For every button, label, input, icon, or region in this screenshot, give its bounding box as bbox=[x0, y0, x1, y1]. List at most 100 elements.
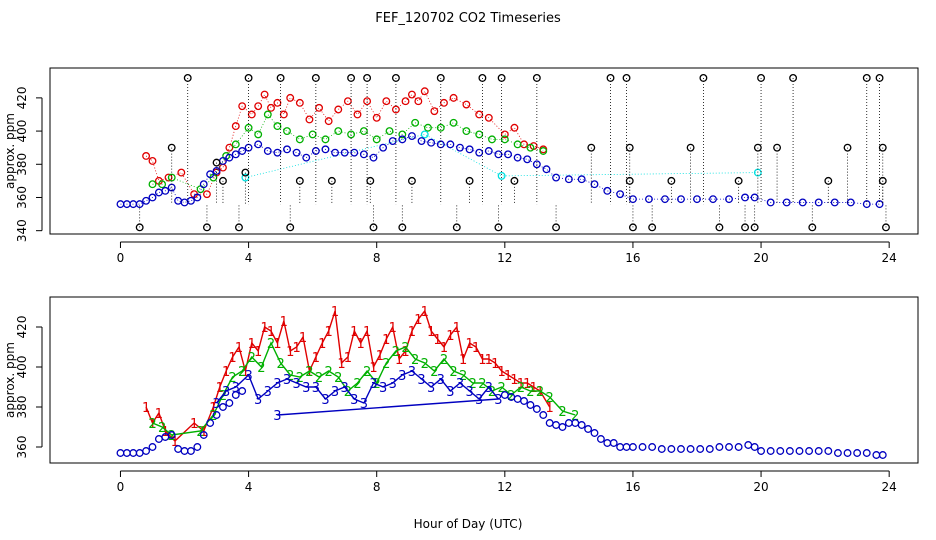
data-point-label: 3 bbox=[427, 381, 435, 396]
data-point bbox=[715, 443, 724, 451]
data-point bbox=[369, 223, 378, 232]
data-point bbox=[513, 153, 522, 162]
data-point-label: 3 bbox=[398, 369, 406, 384]
data-point-label: 2 bbox=[296, 371, 304, 386]
data-point bbox=[292, 148, 301, 157]
data-point-label: 1 bbox=[350, 325, 358, 340]
series-1: 1111111111111111111111111111111111111111… bbox=[142, 305, 554, 450]
data-point-label: 2 bbox=[267, 337, 275, 352]
data-point bbox=[363, 97, 372, 106]
data-point-label: 1 bbox=[222, 365, 230, 380]
data-point bbox=[267, 103, 275, 112]
x-tick-label: 4 bbox=[245, 251, 253, 265]
data-point-label: 1 bbox=[510, 373, 518, 388]
data-point bbox=[305, 115, 314, 124]
data-point bbox=[504, 150, 512, 159]
data-point bbox=[135, 223, 144, 232]
data-point bbox=[212, 158, 221, 167]
data-point bbox=[420, 130, 429, 139]
data-point bbox=[616, 190, 625, 199]
data-point-label: 1 bbox=[299, 331, 307, 346]
data-point bbox=[142, 152, 151, 160]
plot-frame bbox=[49, 67, 919, 235]
data-point bbox=[398, 223, 407, 232]
data-point-label: 2 bbox=[488, 385, 496, 400]
data-point bbox=[353, 110, 362, 119]
data-point-label: 3 bbox=[437, 373, 445, 388]
data-point bbox=[254, 102, 263, 111]
data-point-label: 1 bbox=[546, 401, 554, 416]
data-point bbox=[558, 423, 567, 431]
data-point-label: 2 bbox=[526, 385, 534, 400]
data-point bbox=[513, 140, 522, 149]
data-point bbox=[705, 445, 714, 453]
data-point bbox=[231, 122, 240, 131]
data-point bbox=[484, 147, 493, 155]
data-point-label: 3 bbox=[264, 385, 272, 400]
data-point bbox=[622, 443, 631, 451]
data-point bbox=[603, 439, 612, 447]
data-point bbox=[725, 443, 733, 451]
data-point bbox=[116, 449, 125, 457]
data-point bbox=[407, 176, 416, 185]
data-point bbox=[199, 180, 208, 189]
data-point bbox=[497, 74, 506, 82]
data-point bbox=[180, 198, 189, 207]
data-point bbox=[677, 445, 685, 453]
data-point bbox=[283, 127, 291, 136]
data-point bbox=[347, 74, 356, 82]
data-point bbox=[206, 170, 215, 179]
series-line bbox=[152, 113, 544, 190]
data-point-label: 1 bbox=[312, 351, 320, 366]
data-point-label: 2 bbox=[392, 345, 400, 360]
x-tick-label: 8 bbox=[373, 480, 381, 494]
data-point bbox=[254, 140, 263, 149]
data-point-label: 2 bbox=[517, 381, 525, 396]
data-point-label: 2 bbox=[507, 389, 515, 404]
data-point bbox=[878, 143, 887, 152]
data-point bbox=[235, 223, 243, 232]
top-panel: 0 4 8 12 16 20 24 340 360 380 400 420 approx. ppm bbox=[3, 67, 919, 265]
data-point-label: 3 bbox=[379, 381, 387, 396]
data-point bbox=[177, 168, 186, 177]
data-point-label: 1 bbox=[286, 345, 294, 360]
data-point bbox=[552, 421, 561, 429]
data-point bbox=[628, 443, 637, 451]
data-point bbox=[882, 223, 890, 232]
data-point bbox=[465, 145, 474, 154]
data-point-label: 2 bbox=[440, 353, 448, 368]
data-point bbox=[219, 403, 227, 411]
data-point-label: 1 bbox=[491, 357, 499, 372]
data-point bbox=[327, 176, 336, 185]
data-point bbox=[129, 449, 138, 457]
data-point bbox=[244, 123, 253, 132]
data-point bbox=[279, 110, 288, 119]
data-point-label: 1 bbox=[478, 353, 486, 368]
data-point bbox=[532, 160, 541, 169]
data-point-label: 1 bbox=[235, 341, 243, 356]
data-point-label: 2 bbox=[344, 385, 352, 400]
data-point bbox=[219, 176, 227, 185]
data-point bbox=[606, 74, 615, 82]
data-point bbox=[231, 140, 240, 149]
data-point-label: 3 bbox=[331, 385, 339, 400]
x-tick-label: 16 bbox=[625, 251, 640, 265]
data-point-label: 3 bbox=[244, 369, 252, 384]
data-point bbox=[830, 198, 839, 207]
data-point-label: 3 bbox=[273, 377, 281, 392]
data-point bbox=[116, 200, 125, 209]
data-point bbox=[154, 188, 163, 197]
data-point bbox=[340, 148, 349, 157]
y-tick-label: 380 bbox=[15, 153, 29, 176]
data-point bbox=[391, 105, 400, 114]
data-point bbox=[766, 198, 775, 207]
data-point bbox=[315, 103, 323, 112]
data-point bbox=[193, 193, 202, 202]
data-point bbox=[510, 176, 519, 185]
data-point bbox=[308, 130, 317, 139]
data-point bbox=[231, 150, 240, 159]
data-point bbox=[436, 123, 445, 132]
data-point-label: 1 bbox=[344, 351, 352, 366]
data-point bbox=[420, 87, 429, 96]
